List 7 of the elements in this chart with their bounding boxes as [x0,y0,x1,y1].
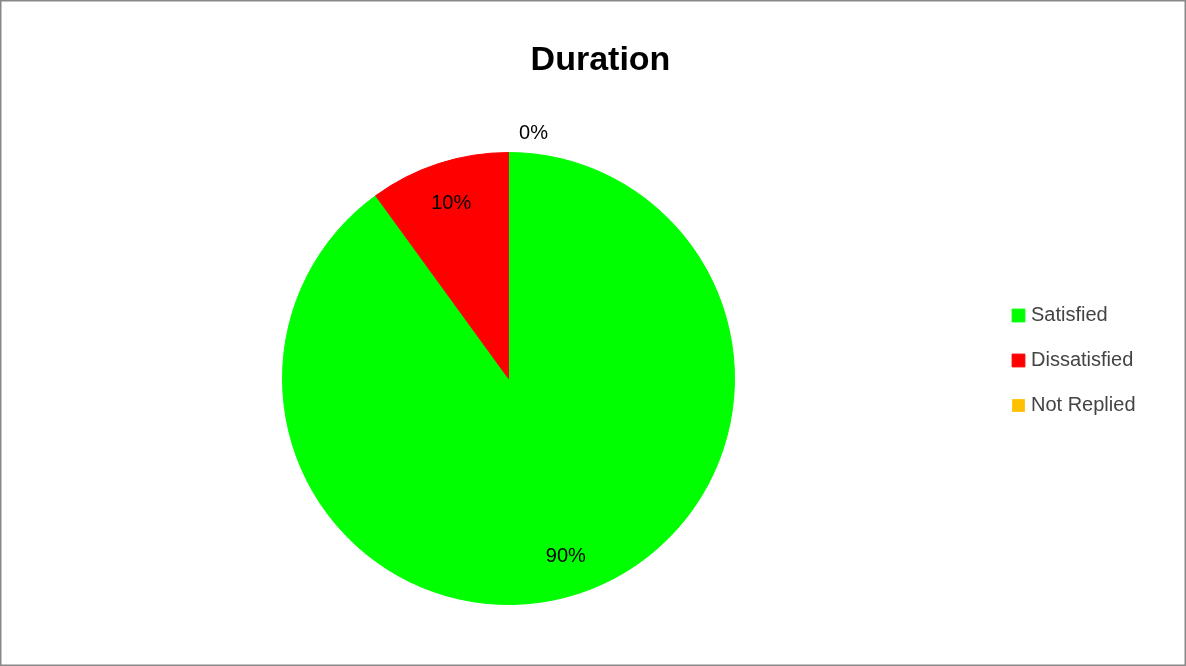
data-label: 90% [545,543,586,566]
legend-label: Dissatisfied [1031,348,1134,371]
legend-label: Satisfied [1031,303,1108,326]
chart-title: Duration [530,38,671,77]
text: 0% [519,121,548,144]
data-label: 10% [431,191,472,214]
legend-label: Not Replied [1031,393,1136,416]
